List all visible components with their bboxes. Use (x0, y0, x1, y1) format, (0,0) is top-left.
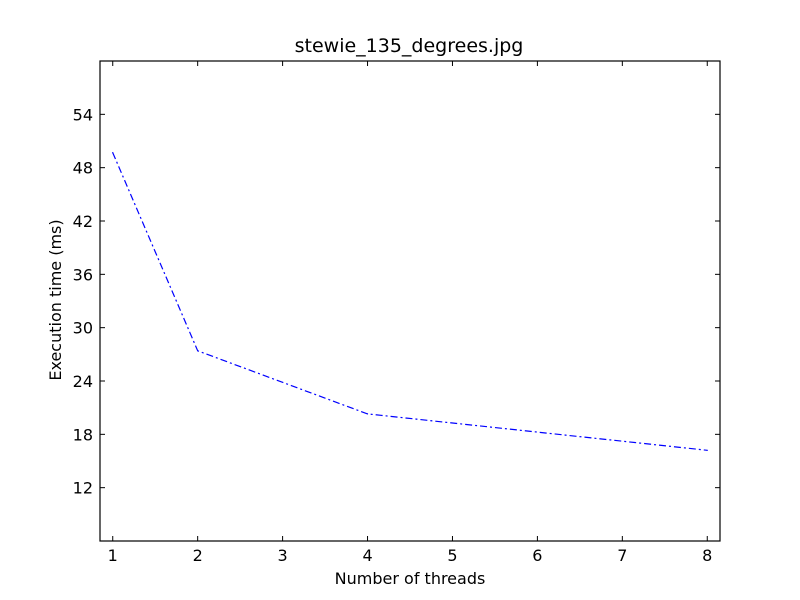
y-tick-label: 42 (73, 212, 93, 231)
y-tick-label: 30 (73, 319, 93, 338)
y-tick-label: 24 (73, 372, 93, 391)
y-tick-label: 18 (73, 425, 93, 444)
chart-title: stewie_135_degrees.jpg (295, 35, 524, 57)
series-layer (112, 151, 708, 451)
y-tick-label: 36 (73, 265, 93, 284)
y-axis-title: Execution time (ms) (46, 219, 65, 380)
data-point (197, 350, 199, 352)
series-line (112, 152, 708, 451)
x-tick-label: 3 (278, 546, 288, 565)
y-tick-label: 54 (73, 105, 93, 124)
x-tick-label: 8 (702, 546, 712, 565)
data-point (112, 151, 114, 154)
x-tick-label: 7 (617, 546, 627, 565)
y-tick-label: 12 (73, 479, 93, 498)
x-axis-title: Number of threads (335, 569, 486, 588)
x-tick-label: 4 (362, 546, 372, 565)
x-tick-label: 6 (532, 546, 542, 565)
x-tick-label: 5 (447, 546, 457, 565)
data-point (366, 413, 369, 415)
x-tick-label: 2 (193, 546, 203, 565)
plot-area-frame (99, 60, 721, 542)
y-tick-label: 48 (73, 159, 93, 178)
x-tick-label: 1 (108, 546, 118, 565)
axis-ticks (100, 61, 720, 541)
data-point (706, 449, 708, 451)
